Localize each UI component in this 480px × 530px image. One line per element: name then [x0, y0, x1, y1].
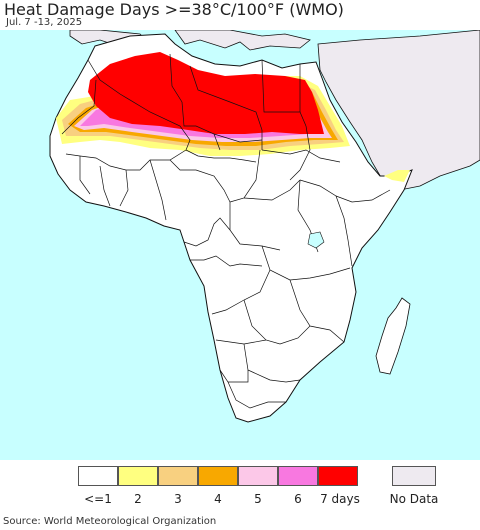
- legend-label-3: 3: [174, 492, 182, 506]
- map-subtitle: Jul. 7 -13, 2025: [6, 17, 83, 28]
- legend-swatch-7: [318, 466, 358, 486]
- heat-damage-map: [0, 30, 480, 460]
- zone-level-2-horn: [384, 170, 410, 182]
- legend-swatch-4: [198, 466, 238, 486]
- legend-swatch-6: [278, 466, 318, 486]
- madagascar: [375, 297, 411, 375]
- legend-label-no-data: No Data: [389, 492, 439, 506]
- map-title: Heat Damage Days >=38°C/100°F (WMO): [4, 0, 344, 19]
- legend-label-4: 4: [214, 492, 222, 506]
- legend-label-6: 6: [294, 492, 302, 506]
- legend-label-2: 2: [134, 492, 142, 506]
- legend-label-1: <=1: [84, 492, 112, 506]
- legend-swatch-5: [238, 466, 278, 486]
- legend-swatch-no-data: [392, 466, 436, 486]
- legend-label-7: 7 days: [320, 492, 360, 506]
- country-borders: [61, 53, 391, 409]
- legend-swatch-3: [158, 466, 198, 486]
- legend: <=1 2 3 4 5 6 7 days No Data: [0, 466, 480, 510]
- legend-swatch-1: [78, 466, 118, 486]
- source-credit: Source: World Meteorological Organizatio…: [3, 516, 217, 527]
- legend-swatch-2: [118, 466, 158, 486]
- lake-victoria: [307, 231, 325, 249]
- legend-label-5: 5: [254, 492, 262, 506]
- italy-greece-no-data: [174, 30, 311, 51]
